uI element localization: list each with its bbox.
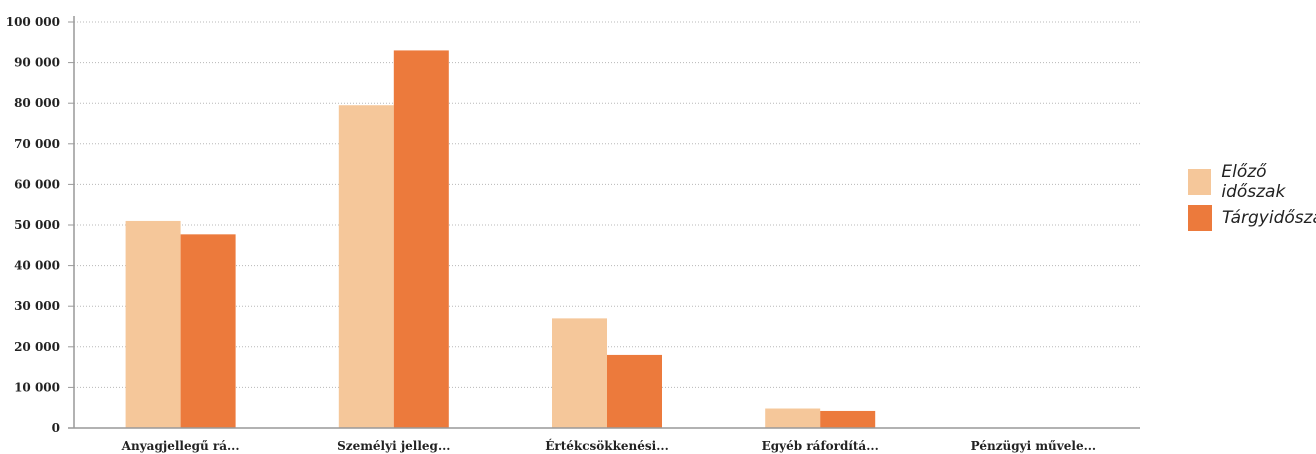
legend-swatch-previous	[1188, 169, 1212, 195]
bar-current	[393, 50, 449, 429]
x-category-label: Személyi jelleg...	[337, 439, 450, 453]
legend: Előző időszak Tárgyidőszak	[1188, 162, 1316, 236]
bar-current	[820, 410, 876, 428]
legend-label-previous: Előző időszak	[1221, 162, 1286, 202]
y-tick-label: 0	[52, 421, 60, 435]
y-tick-label: 20 000	[14, 340, 60, 354]
y-tick-label: 80 000	[14, 96, 60, 110]
x-category-label: Pénzügyi művele...	[971, 439, 1096, 453]
y-tick-label: 40 000	[14, 259, 60, 273]
x-axis: Anyagjellegű rá... Személyi jelleg... Érté…	[68, 427, 1140, 453]
y-tick-label: 50 000	[14, 218, 60, 232]
x-category-label: Anyagjellegű rá...	[121, 439, 240, 453]
legend-swatch-current	[1188, 205, 1212, 231]
bar-previous	[765, 408, 821, 428]
bar-previous	[338, 105, 394, 428]
y-tick-label: 30 000	[14, 299, 60, 313]
bar-current	[180, 234, 236, 428]
x-category-label: Értékcsökkenési...	[545, 438, 669, 453]
y-tick-label: 90 000	[14, 56, 60, 70]
x-category-label: Egyéb ráfordítá...	[762, 439, 879, 453]
legend-label-current: Tárgyidőszak	[1222, 208, 1316, 228]
bar-previous	[125, 220, 181, 428]
y-tick-label: 10 000	[14, 380, 60, 394]
bar-current	[607, 354, 662, 428]
y-tick-label: 100 000	[6, 15, 60, 29]
bar-previous	[552, 318, 607, 428]
legend-item-previous: Előző időszak	[1188, 162, 1316, 202]
grid-lines	[74, 21, 1140, 388]
y-axis: 100 000 90 000 80 000 70 000 60 000 50 000 40 …	[6, 15, 75, 435]
legend-item-current: Tárgyidőszak	[1188, 200, 1316, 236]
bars	[125, 50, 876, 429]
y-tick-label: 70 000	[14, 137, 60, 151]
y-tick-label: 60 000	[14, 177, 60, 191]
